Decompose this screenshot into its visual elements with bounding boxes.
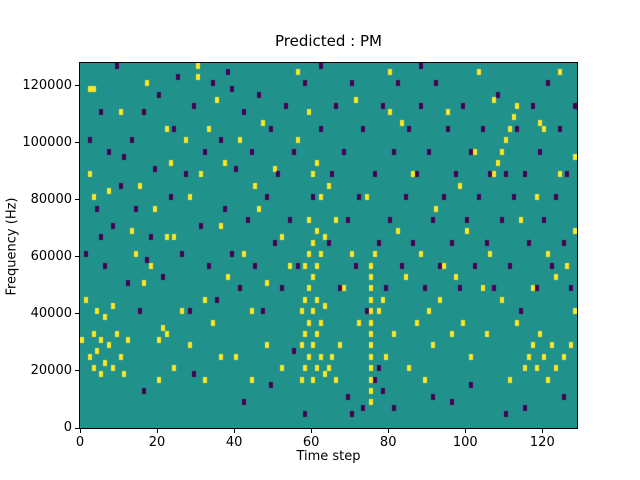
y-tick-label: 100000 [22,134,72,150]
y-tick-label: 120000 [22,77,72,93]
x-tick-label: 40 [225,435,243,450]
x-tick-label: 20 [148,435,166,450]
x-tick-label: 60 [302,435,320,450]
x-tick-mark [79,429,81,433]
x-axis-label: Time step [296,449,361,464]
y-tick-mark [75,370,79,372]
y-tick-label: 40000 [30,305,72,321]
x-tick-mark [464,429,466,433]
y-tick-label: 80000 [30,191,72,207]
y-tick-mark [75,199,79,201]
x-tick-mark [541,429,543,433]
x-tick-mark [387,429,389,433]
x-tick-mark [156,429,158,433]
y-tick-label: 20000 [30,362,72,378]
y-tick-mark [75,256,79,258]
x-tick-label: 120 [529,435,555,450]
y-tick-mark [75,85,79,87]
plot-frame [79,62,578,429]
y-tick-label: 0 [63,420,72,435]
x-tick-label: 100 [452,435,478,450]
y-tick-mark [75,427,79,429]
y-tick-mark [75,313,79,315]
x-tick-mark [310,429,312,433]
x-tick-label: 80 [379,435,397,450]
heatmap-canvas [80,63,577,428]
x-tick-label: 0 [75,435,85,450]
y-tick-label: 60000 [30,248,72,264]
chart-title: Predicted : PM [275,32,382,50]
x-tick-mark [233,429,235,433]
y-tick-mark [75,142,79,144]
